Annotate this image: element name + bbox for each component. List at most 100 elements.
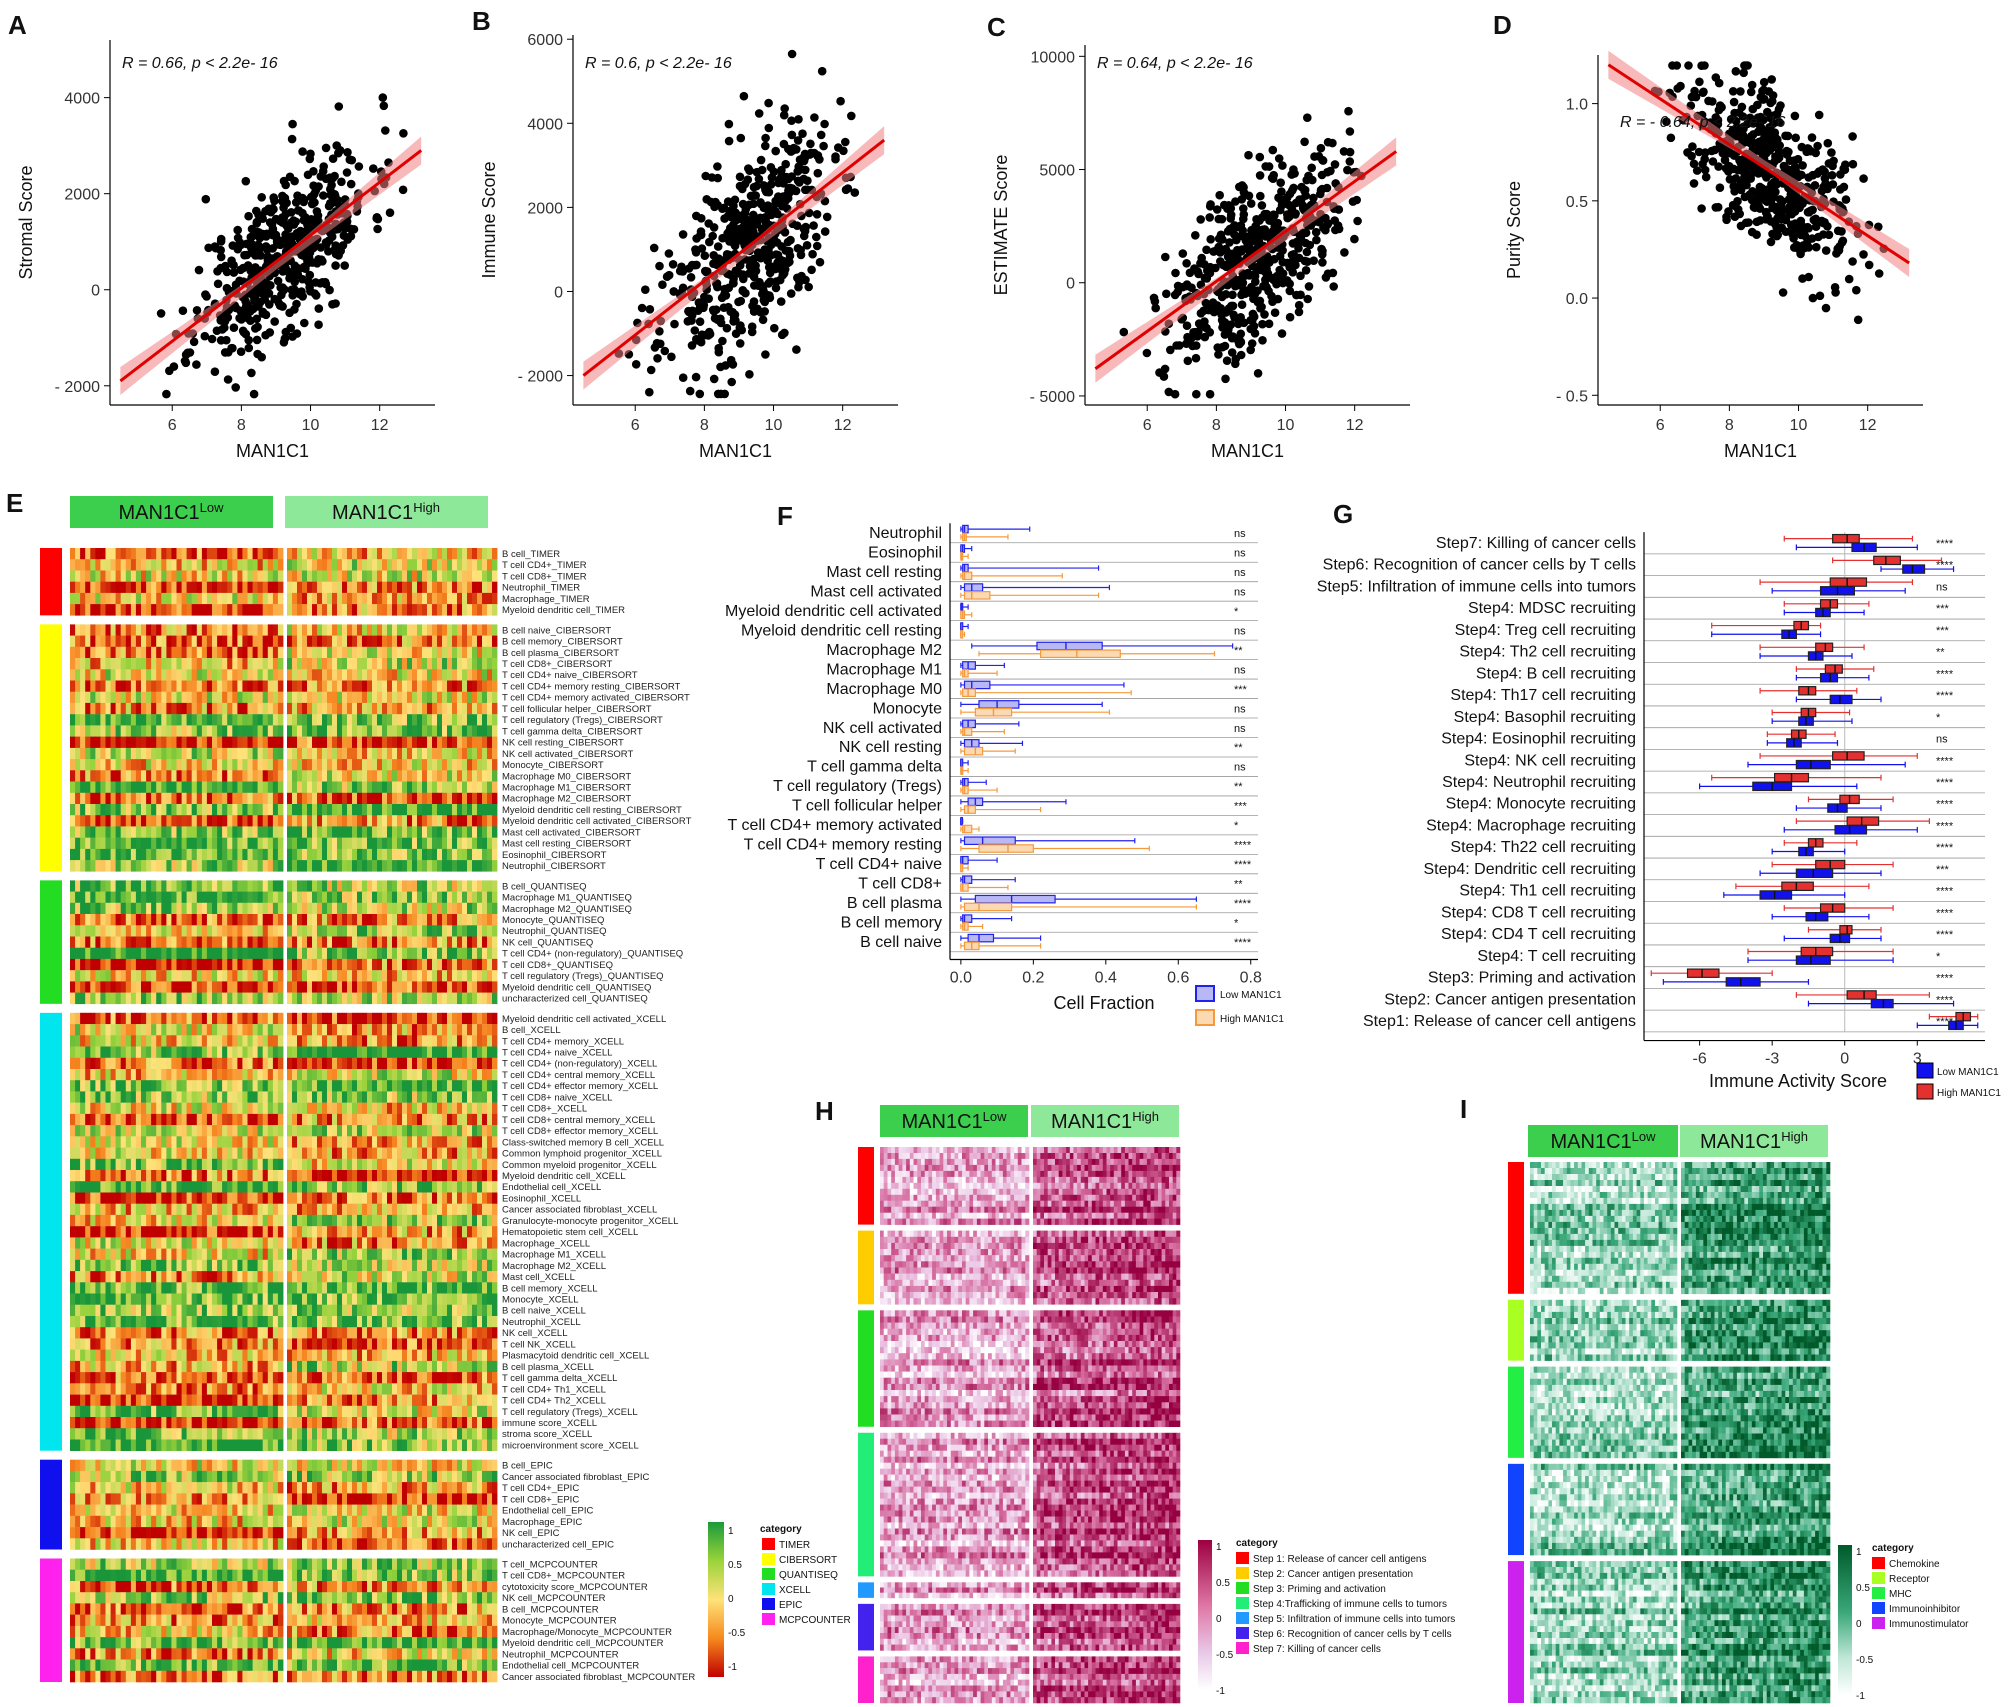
scatter-point bbox=[773, 238, 782, 247]
scatter-point bbox=[723, 251, 732, 260]
scatter-panel-c: 6 8 10 12 - 50000500010000 R = 0.64, p < 2.… bbox=[991, 45, 1410, 461]
scatter-point bbox=[774, 251, 783, 260]
scatter-point bbox=[700, 301, 709, 310]
scatter-point bbox=[288, 220, 297, 229]
scatter-point bbox=[1307, 164, 1316, 173]
scatter-point bbox=[792, 345, 801, 354]
scatter-point bbox=[734, 298, 743, 307]
scatter-point bbox=[819, 142, 828, 151]
scatter-point bbox=[1875, 269, 1884, 278]
scatter-point bbox=[725, 137, 734, 146]
scatter-point bbox=[724, 303, 733, 312]
scatter-point bbox=[686, 387, 695, 396]
scatter-point bbox=[270, 197, 279, 206]
scatter-point bbox=[373, 213, 382, 222]
scatter-point bbox=[1317, 144, 1326, 153]
scatter-point bbox=[1318, 258, 1327, 267]
scatter-point bbox=[298, 209, 307, 218]
scatter-point bbox=[716, 315, 725, 324]
scatter-point bbox=[1751, 203, 1760, 212]
scatter-point bbox=[214, 280, 223, 289]
scatter-point bbox=[670, 287, 679, 296]
scatter-point bbox=[1301, 257, 1310, 266]
scatter-point bbox=[1256, 171, 1265, 180]
scatter-point bbox=[760, 307, 769, 316]
scatter-point bbox=[1859, 250, 1868, 259]
scatter-point bbox=[1204, 306, 1213, 315]
scatter-point bbox=[285, 309, 294, 318]
scatter-point bbox=[1256, 153, 1265, 162]
x-axis-title-c: MAN1C1 bbox=[1211, 441, 1284, 461]
scatter-point bbox=[679, 373, 688, 382]
x-tick-label: 12 bbox=[1346, 417, 1364, 434]
scatter-point bbox=[1324, 138, 1333, 147]
scatter-point bbox=[1269, 146, 1278, 155]
scatter-point bbox=[1160, 372, 1169, 381]
scatter-point bbox=[297, 287, 306, 296]
scatter-point bbox=[244, 212, 253, 221]
scatter-point bbox=[261, 331, 270, 340]
correlation-label-a: R = 0.66, p < 2.2e- 16 bbox=[122, 55, 278, 72]
scatter-point bbox=[1828, 162, 1837, 171]
scatter-point bbox=[771, 147, 780, 156]
scatter-point bbox=[725, 120, 734, 129]
scatter-point bbox=[698, 244, 707, 253]
scatter-point bbox=[784, 145, 793, 154]
scatter-point bbox=[233, 226, 242, 235]
scatter-point bbox=[1859, 174, 1868, 183]
y-tick-label: 5000 bbox=[1039, 163, 1075, 180]
scatter-point bbox=[1760, 78, 1769, 87]
scatter-panel-b: 6 8 10 12 - 20000200040006000 R = 0.6, p < … bbox=[479, 32, 898, 461]
scatter-point bbox=[1178, 283, 1187, 292]
y-tick-label: - 2000 bbox=[55, 379, 100, 396]
scatter-points-c bbox=[1120, 107, 1366, 399]
scatter-point bbox=[1218, 323, 1227, 332]
scatter-point bbox=[1324, 219, 1333, 228]
scatter-point bbox=[298, 147, 307, 156]
scatter-point bbox=[310, 289, 319, 298]
scatter-point bbox=[1285, 280, 1294, 289]
scatter-point bbox=[1730, 187, 1739, 196]
scatter-point bbox=[190, 338, 199, 347]
scatter-point bbox=[1246, 316, 1255, 325]
scatter-point bbox=[818, 67, 827, 76]
scatter-point bbox=[1240, 210, 1249, 219]
scatter-point bbox=[1304, 172, 1313, 181]
scatter-point bbox=[1828, 171, 1837, 180]
scatter-point bbox=[1690, 179, 1699, 188]
scatter-point bbox=[288, 332, 297, 341]
scatter-point bbox=[731, 310, 740, 319]
scatter-point bbox=[1192, 341, 1201, 350]
scatter-point bbox=[314, 255, 323, 264]
scatter-point bbox=[806, 140, 815, 149]
scatter-point bbox=[1784, 132, 1793, 141]
scatter-point bbox=[691, 326, 700, 335]
scatter-point bbox=[763, 291, 772, 300]
scatter-point bbox=[795, 278, 804, 287]
scatter-point bbox=[1836, 185, 1845, 194]
x-tick-label: 12 bbox=[371, 417, 389, 434]
scatter-point bbox=[756, 280, 765, 289]
scatter-point bbox=[314, 320, 323, 329]
scatter-point bbox=[1228, 226, 1237, 235]
scatter-point bbox=[1274, 193, 1283, 202]
scatter-point bbox=[1196, 215, 1205, 224]
scatter-point bbox=[1236, 281, 1245, 290]
scatter-point bbox=[237, 347, 246, 356]
panel-label-i: I bbox=[1460, 1094, 1467, 1124]
y-tick-label: 2000 bbox=[527, 200, 563, 217]
scatter-point bbox=[343, 235, 352, 244]
scatter-point bbox=[244, 261, 253, 270]
scatter-point bbox=[684, 317, 693, 326]
scatter-point bbox=[1255, 237, 1264, 246]
scatter-point bbox=[1194, 327, 1203, 336]
scatter-point bbox=[1344, 107, 1353, 116]
scatter-point bbox=[340, 261, 349, 270]
scatter-point bbox=[765, 124, 774, 133]
scatter-point bbox=[1305, 282, 1314, 291]
scatter-point bbox=[1223, 260, 1232, 269]
scatter-point bbox=[1695, 78, 1704, 87]
scatter-point bbox=[800, 232, 809, 241]
scatter-point bbox=[820, 120, 829, 129]
x-axis-title-b: MAN1C1 bbox=[699, 441, 772, 461]
